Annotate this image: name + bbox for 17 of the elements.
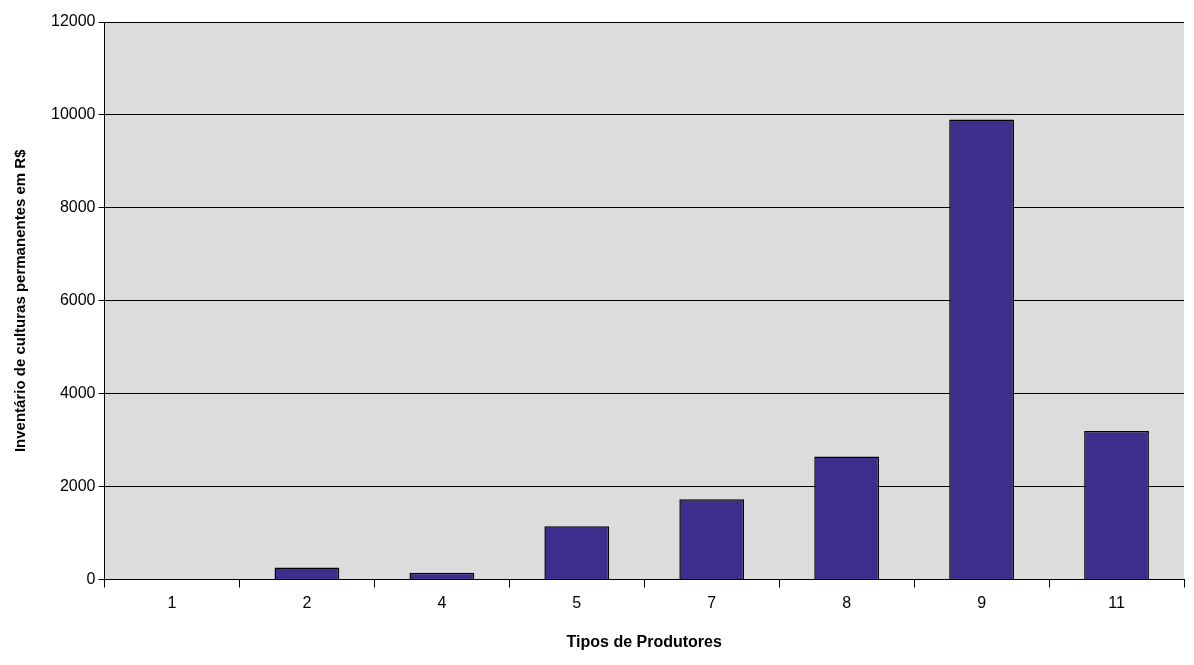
y-tick-label: 4000 [59,384,96,402]
x-tick-label: 9 [977,593,987,611]
y-tick-label: 8000 [59,198,96,216]
y-tick-label: 6000 [59,291,96,309]
y-tick-label: 12000 [50,12,96,30]
y-tick-label: 0 [86,570,96,588]
x-tick-label: 8 [842,593,852,611]
y-tick-label: 10000 [50,105,96,123]
x-tick-label: 2 [302,593,312,611]
x-axis-title: Tipos de Produtores [566,632,722,650]
x-tick-label: 7 [707,593,717,611]
y-axis-title: Inventário de culturas permanentes em R$ [11,148,29,453]
x-tick-label: 1 [167,593,177,611]
y-tick-label: 2000 [59,477,96,495]
x-tick-label: 4 [437,593,447,611]
x-tick-label: 11 [1108,593,1125,611]
x-tick-label: 5 [572,593,582,611]
